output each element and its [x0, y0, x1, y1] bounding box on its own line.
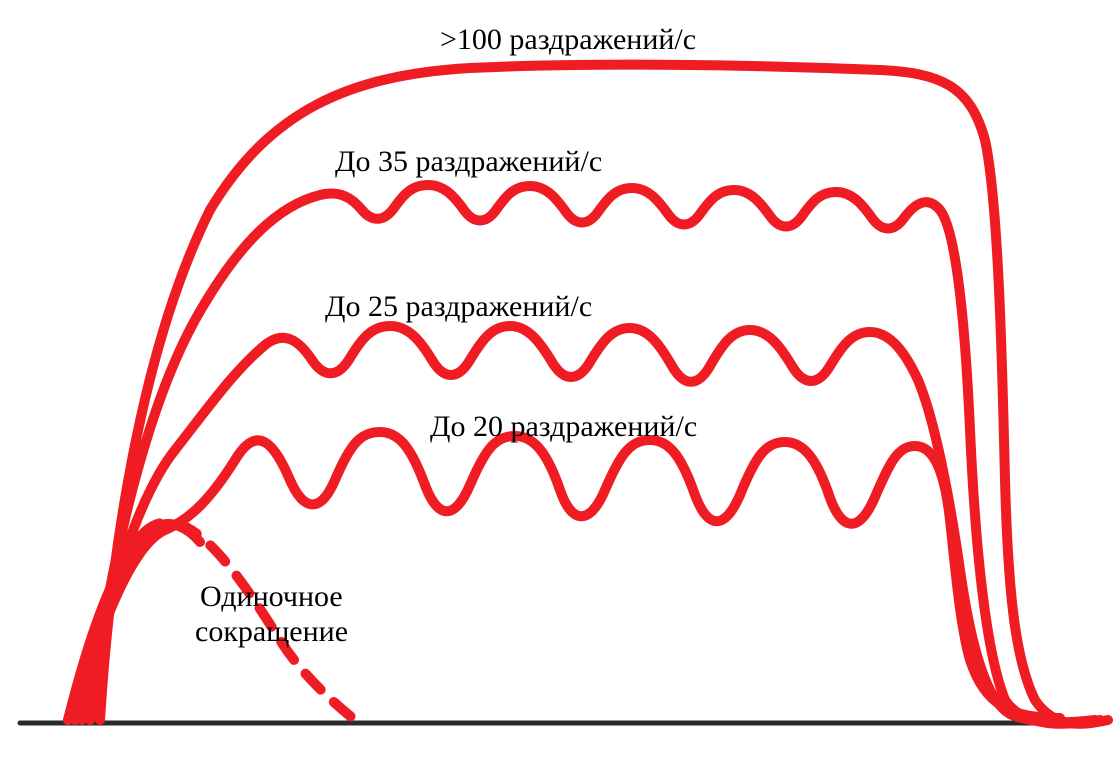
label-single-twitch-line1: Одиночное — [200, 580, 343, 613]
label-25-per-sec: До 25 раздражений/с — [325, 290, 592, 323]
curve-20-per-sec — [75, 432, 1060, 720]
label-single-twitch-line2: сокращение — [195, 615, 348, 648]
diagram-stage: >100 раздражений/с До 35 раздражений/с Д… — [0, 0, 1116, 773]
tetanus-chart-svg — [0, 0, 1116, 773]
curve-25-per-sec — [82, 326, 1095, 722]
label-20-per-sec: До 20 раздражений/с — [430, 410, 697, 443]
label-35-per-sec: До 35 раздражений/с — [335, 145, 602, 178]
label-100-per-sec: >100 раздражений/с — [440, 23, 696, 56]
